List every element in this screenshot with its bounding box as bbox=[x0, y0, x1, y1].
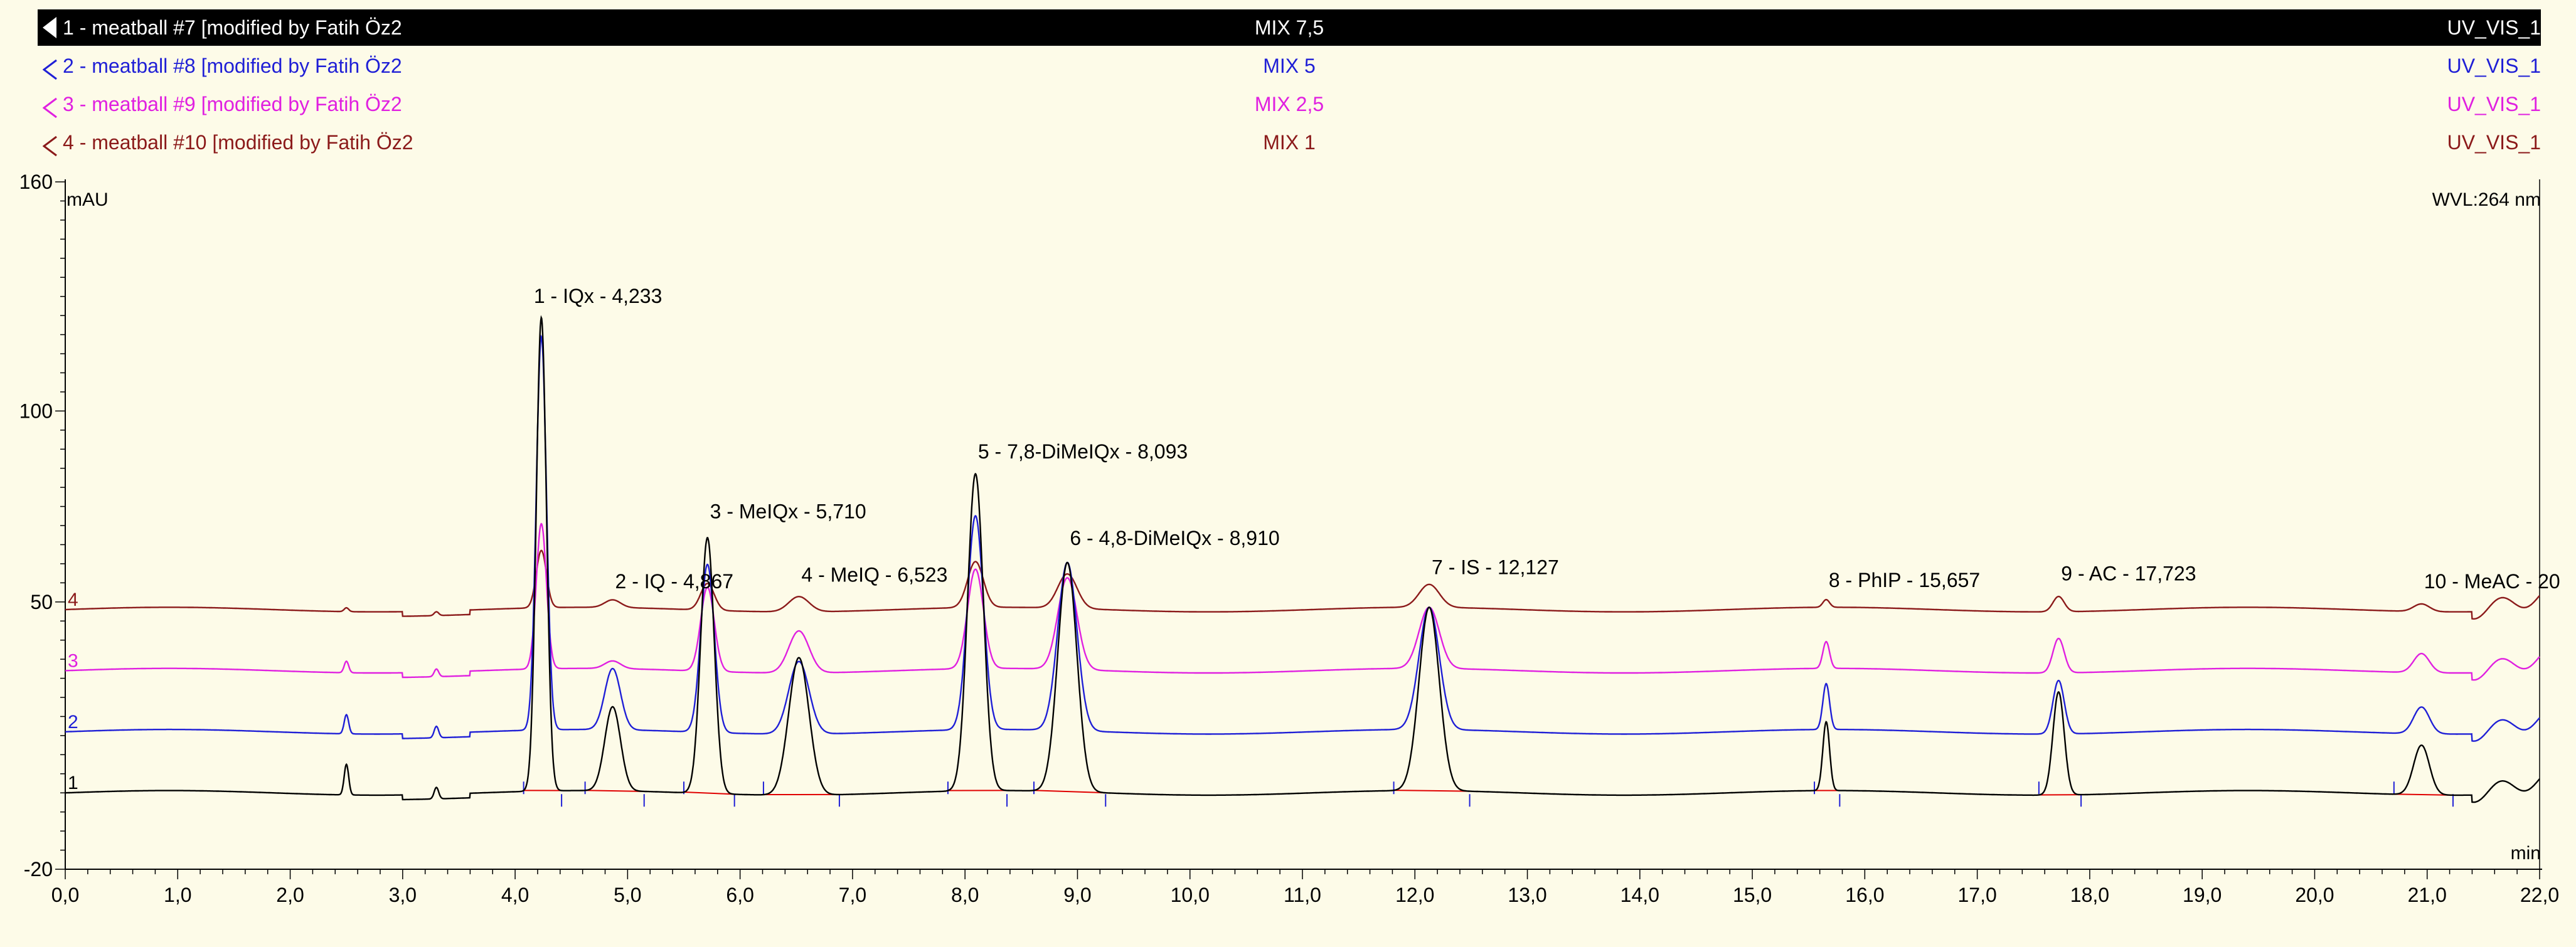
trace-mix: MIX 5 bbox=[1263, 55, 1316, 77]
x-tick-label: 13,0 bbox=[1508, 884, 1546, 906]
x-tick-label: 4,0 bbox=[501, 884, 529, 906]
x-tick-label: 11,0 bbox=[1284, 884, 1321, 906]
trace-arrow-icon[interactable] bbox=[42, 132, 57, 157]
x-tick-label: 20,0 bbox=[2295, 884, 2334, 906]
x-tick-label: 19,0 bbox=[2183, 884, 2222, 906]
peak-label: 2 - IQ - 4,867 bbox=[615, 570, 734, 593]
peak-label: 8 - PhIP - 15,657 bbox=[1829, 569, 1980, 591]
x-tick-label: 17,0 bbox=[1957, 884, 1996, 906]
trace-mix: MIX 2,5 bbox=[1254, 93, 1324, 115]
y-axis-label: mAU bbox=[67, 189, 109, 210]
trace-line-2 bbox=[65, 334, 2540, 742]
x-tick-label: 7,0 bbox=[839, 884, 866, 906]
trace-mix: MIX 1 bbox=[1263, 131, 1316, 154]
trace-detector: UV_VIS_1 bbox=[2447, 131, 2541, 154]
axes: 0,0 1,0 2,0 3,0 4,0 5,0 6,0 7,0 8,0 9,0 10,0 11,0 12… bbox=[19, 171, 2560, 906]
x-axis-unit-label: min bbox=[2511, 843, 2541, 864]
x-tick-label: 8,0 bbox=[951, 884, 979, 906]
peak-label: 5 - 7,8-DiMeIQx - 8,093 bbox=[978, 440, 1188, 463]
trace-detector: UV_VIS_1 bbox=[2447, 55, 2541, 77]
trace-line-4 bbox=[65, 549, 2540, 620]
peak-label: 10 - MeAC - 20 bbox=[2424, 570, 2560, 593]
trace-name: 1 - meatball #7 [modified by Fatih Öz2 bbox=[63, 16, 402, 39]
y-tick-label: -20 bbox=[24, 858, 53, 881]
x-tick-label: 18,0 bbox=[2070, 884, 2109, 906]
y-tick-label: 50 bbox=[30, 591, 53, 613]
trace-number-label: 2 bbox=[68, 712, 78, 733]
trace-detector: UV_VIS_1 bbox=[2447, 93, 2541, 115]
trace-legend-row-1[interactable]: 1 - meatball #7 [modified by Fatih Öz2 MI… bbox=[38, 9, 2541, 46]
x-tick-label: 12,0 bbox=[1395, 884, 1434, 906]
trace-arrow-icon[interactable] bbox=[42, 55, 57, 80]
trace-arrow-icon[interactable] bbox=[43, 17, 56, 38]
x-tick-label: 16,0 bbox=[1845, 884, 1884, 906]
integration-baseline bbox=[2393, 793, 2453, 796]
trace-number-label: 3 bbox=[68, 650, 78, 671]
integration-baseline bbox=[1393, 790, 1470, 792]
trace-legend-row-3[interactable]: 3 - meatball #9 [modified by Fatih Öz2 MI… bbox=[38, 86, 2541, 122]
x-tick-label: 6,0 bbox=[726, 884, 753, 906]
peak-label: 3 - MeIQx - 5,710 bbox=[710, 500, 866, 522]
integration-baseline bbox=[683, 791, 735, 795]
trace-name: 3 - meatball #9 [modified by Fatih Öz2 bbox=[63, 93, 402, 115]
peak-label: 4 - MeIQ - 6,523 bbox=[801, 564, 947, 586]
x-tick-label: 0,0 bbox=[51, 884, 79, 906]
x-tick-label: 14,0 bbox=[1621, 884, 1659, 906]
trace-number-label: 1 bbox=[68, 773, 78, 793]
x-tick-label: 21,0 bbox=[2408, 884, 2447, 906]
trace-legend-header: 1 - meatball #7 [modified by Fatih Öz2 MI… bbox=[0, 0, 2576, 176]
peak-label: 6 - 4,8-DiMeIQx - 8,910 bbox=[1070, 527, 1279, 549]
integration-baseline bbox=[1033, 790, 1106, 794]
trace-number-label: 4 bbox=[68, 590, 78, 610]
trace-name: 4 - meatball #10 [modified by Fatih Öz2 bbox=[63, 131, 413, 154]
peak-label: 9 - AC - 17,723 bbox=[2061, 563, 2196, 585]
peak-label: 1 - IQx - 4,233 bbox=[534, 285, 663, 307]
trace-legend-row-4[interactable]: 4 - meatball #10 [modified by Fatih Öz2 M… bbox=[38, 124, 2541, 161]
x-tick-label: 9,0 bbox=[1063, 884, 1091, 906]
y-tick-label: 100 bbox=[19, 399, 53, 422]
trace-line-3 bbox=[65, 522, 2540, 681]
trace-mix: MIX 7,5 bbox=[1254, 16, 1324, 39]
wavelength-label: WVL:264 nm bbox=[2432, 189, 2541, 210]
peak-labels: 1 - IQx - 4,233 2 - IQ - 4,867 3 - MeIQx -… bbox=[534, 285, 2560, 593]
integration-baselines bbox=[523, 781, 2454, 807]
x-tick-label: 10,0 bbox=[1171, 884, 1210, 906]
trace-legend-row-2[interactable]: 2 - meatball #8 [modified by Fatih Öz2 MI… bbox=[38, 48, 2541, 84]
x-tick-label: 15,0 bbox=[1733, 884, 1772, 906]
peak-label: 7 - IS - 12,127 bbox=[1432, 556, 1559, 578]
x-tick-label: 1,0 bbox=[164, 884, 191, 906]
trace-line-1 bbox=[65, 315, 2540, 803]
trace-detector: UV_VIS_1 bbox=[2447, 16, 2541, 39]
x-tick-label: 3,0 bbox=[389, 884, 417, 906]
x-tick-label: 22,0 bbox=[2520, 884, 2559, 906]
x-tick-label: 5,0 bbox=[614, 884, 641, 906]
trace-arrow-icon[interactable] bbox=[42, 93, 57, 119]
trace-name: 2 - meatball #8 [modified by Fatih Öz2 bbox=[63, 55, 402, 77]
x-tick-label: 2,0 bbox=[276, 884, 304, 906]
integration-baseline bbox=[585, 790, 644, 792]
traces: 4 3 2 1 bbox=[65, 315, 2540, 803]
y-tick-label: 160 bbox=[19, 171, 53, 193]
